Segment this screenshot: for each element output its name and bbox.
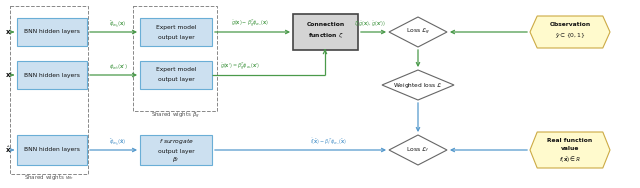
Text: Loss $\mathcal{L}_g$: Loss $\mathcal{L}_g$ [406, 27, 430, 37]
Text: Connection: Connection [307, 23, 344, 27]
Text: $\mathbf{x}$: $\mathbf{x}$ [5, 28, 12, 36]
Polygon shape [530, 132, 610, 168]
Text: output layer: output layer [157, 35, 195, 39]
Text: $\beta_f$: $\beta_f$ [172, 155, 180, 164]
Bar [133, 6, 217, 111]
Text: $\mathbf{x}'$: $\mathbf{x}'$ [5, 70, 13, 80]
Text: output layer: output layer [157, 77, 195, 83]
Bar [17, 135, 87, 165]
Text: $\hat{\phi}_{w_h}(\mathbf{x})$: $\hat{\phi}_{w_h}(\mathbf{x})$ [109, 18, 127, 30]
Text: BNN hidden layers: BNN hidden layers [24, 148, 80, 152]
Text: $f$ surrogate: $f$ surrogate [159, 137, 193, 146]
Bar [17, 61, 87, 89]
Text: Real function: Real function [547, 137, 593, 143]
Text: BNN hidden layers: BNN hidden layers [24, 73, 80, 77]
Text: $\tilde{f}(\hat{\mathbf{x}})-\beta_f^T\phi_{w_h}(\hat{\mathbf{x}})$: $\tilde{f}(\hat{\mathbf{x}})-\beta_f^T\p… [310, 137, 346, 147]
Text: $\tilde{g}(\mathbf{x}')=\beta_g^T\phi_{w_h}(\mathbf{x}')$: $\tilde{g}(\mathbf{x}')=\beta_g^T\phi_{w… [220, 61, 260, 73]
Polygon shape [389, 135, 447, 165]
Bar [293, 14, 358, 50]
Bar [17, 18, 87, 46]
Text: output layer: output layer [157, 149, 195, 153]
Text: BNN hidden layers: BNN hidden layers [24, 30, 80, 35]
Bar [10, 6, 88, 174]
Polygon shape [530, 16, 610, 48]
Text: function $\zeta$: function $\zeta$ [308, 32, 343, 40]
Text: Expert model: Expert model [156, 67, 196, 73]
Text: Shared wights $\beta_g$: Shared wights $\beta_g$ [150, 111, 200, 121]
Bar [140, 18, 212, 46]
Bar [140, 61, 212, 89]
Bar [140, 135, 212, 165]
Polygon shape [382, 70, 454, 100]
Text: Loss $\mathcal{L}_f$: Loss $\mathcal{L}_f$ [406, 146, 429, 155]
Text: $\hat{\phi}_{w_h}(\hat{\mathbf{x}})$: $\hat{\phi}_{w_h}(\hat{\mathbf{x}})$ [109, 136, 127, 148]
Text: Shared wights $w_h$: Shared wights $w_h$ [24, 174, 74, 183]
Text: Weighted loss $\mathcal{L}$: Weighted loss $\mathcal{L}$ [394, 80, 442, 89]
Text: Expert model: Expert model [156, 24, 196, 30]
Text: Observation: Observation [549, 23, 591, 27]
Text: $\hat{y} \subset \{0,1\}$: $\hat{y} \subset \{0,1\}$ [555, 31, 586, 41]
Text: $\zeta(\tilde{g}(\mathbf{x}),\tilde{g}(\mathbf{x}'))$: $\zeta(\tilde{g}(\mathbf{x}),\tilde{g}(\… [354, 19, 386, 29]
Text: $\hat{\mathbf{x}}$: $\hat{\mathbf{x}}$ [5, 145, 12, 155]
Text: $\phi_{w_h}(\mathbf{x}')$: $\phi_{w_h}(\mathbf{x}')$ [109, 62, 127, 72]
Text: $\tilde{g}(\mathbf{x})-\beta_g^T\phi_{w_h}(\mathbf{x})$: $\tilde{g}(\mathbf{x})-\beta_g^T\phi_{w_… [231, 18, 269, 30]
Polygon shape [389, 17, 447, 47]
Text: value: value [561, 146, 579, 152]
Text: $f(\bar{\mathbf{x}}) \in \mathbb{R}$: $f(\bar{\mathbf{x}}) \in \mathbb{R}$ [559, 154, 581, 164]
